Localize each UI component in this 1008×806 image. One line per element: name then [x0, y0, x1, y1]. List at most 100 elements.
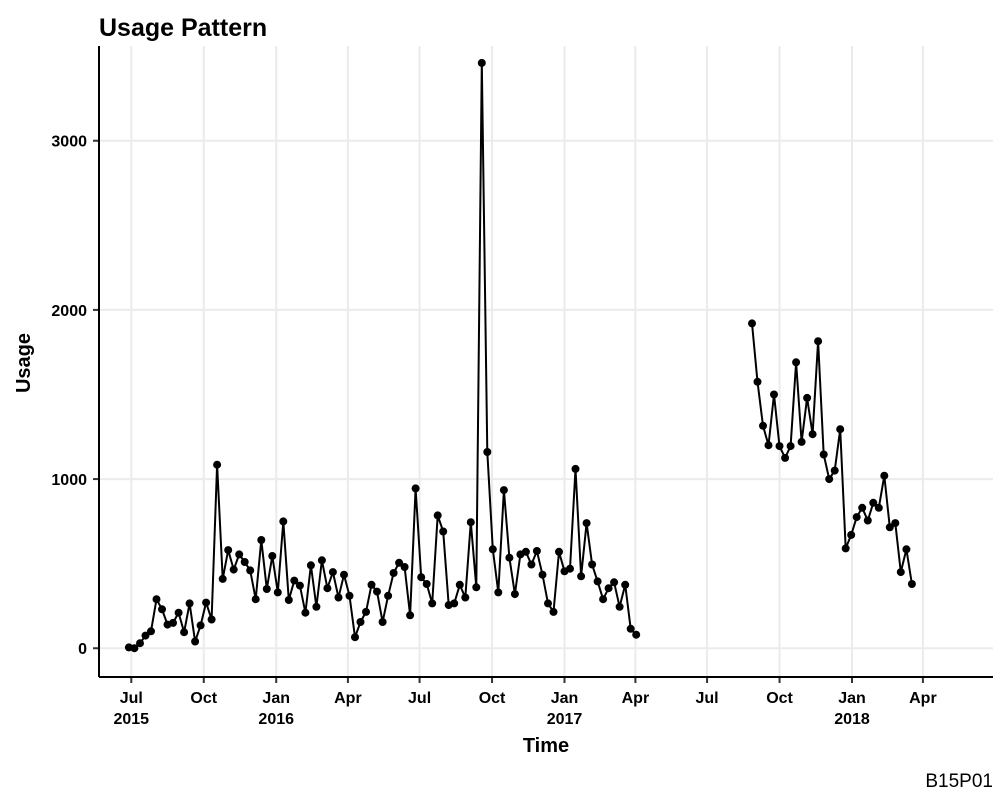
data-point — [764, 441, 773, 450]
data-point — [621, 580, 630, 589]
data-point — [748, 319, 756, 328]
data-point — [885, 523, 894, 532]
data-point — [505, 553, 514, 562]
data-point — [770, 390, 778, 399]
data-point — [874, 503, 883, 512]
data-point — [825, 475, 834, 484]
data-point — [378, 618, 387, 626]
data-point — [814, 337, 823, 346]
data-point — [301, 608, 310, 617]
data-point — [632, 630, 641, 639]
data-point — [544, 599, 552, 608]
data-point — [433, 511, 442, 520]
data-point — [422, 580, 431, 588]
data-point — [246, 566, 255, 575]
data-point — [610, 578, 619, 587]
data-point — [593, 577, 602, 586]
data-points — [124, 58, 916, 653]
data-point — [571, 464, 580, 473]
data-point — [174, 608, 183, 617]
y-tick-label: 3000 — [51, 134, 87, 151]
y-tick-label: 1000 — [51, 472, 87, 489]
data-point — [759, 421, 767, 430]
data-point — [273, 588, 282, 597]
x-tick-label: Apr — [334, 690, 362, 707]
data-point — [902, 545, 911, 554]
data-point — [279, 517, 288, 526]
data-point — [891, 519, 900, 528]
data-point — [213, 460, 222, 469]
data-point — [224, 546, 233, 555]
data-point — [152, 595, 161, 604]
data-point — [858, 503, 867, 512]
data-point — [830, 466, 839, 475]
data-point — [466, 518, 475, 527]
data-point — [907, 580, 916, 588]
data-point — [527, 560, 536, 569]
data-point — [428, 599, 437, 608]
data-point — [312, 602, 321, 611]
data-point — [786, 442, 795, 451]
y-tick-label: 0 — [78, 641, 87, 658]
x-tick-label: Jan — [838, 690, 866, 707]
data-point — [317, 556, 326, 565]
data-point — [185, 599, 194, 608]
data-point — [797, 437, 806, 446]
data-point — [494, 588, 503, 597]
x-tick-label: Oct — [766, 690, 793, 707]
data-point — [836, 425, 845, 434]
data-point — [191, 637, 200, 646]
data-point — [803, 393, 812, 402]
data-point — [781, 453, 790, 462]
data-point — [615, 602, 624, 611]
data-point — [808, 430, 817, 439]
data-point — [896, 568, 905, 577]
data-point — [400, 563, 409, 571]
data-point — [240, 558, 249, 566]
data-point — [251, 595, 260, 604]
data-point — [323, 584, 332, 593]
data-point — [450, 599, 459, 608]
data-point — [880, 471, 889, 480]
x-tick-label: Jul — [120, 690, 143, 707]
chart-title: Usage Pattern — [99, 14, 267, 42]
data-point — [626, 624, 635, 633]
data-point — [180, 628, 189, 637]
data-point — [262, 585, 271, 593]
x-tick-year-label: 2016 — [258, 711, 294, 728]
data-point — [488, 545, 497, 554]
data-point — [847, 530, 856, 539]
data-point — [229, 565, 238, 574]
data-point — [389, 569, 398, 577]
data-point — [351, 633, 359, 642]
data-point — [257, 536, 266, 544]
data-point — [362, 607, 370, 616]
data-point — [472, 583, 481, 592]
data-point — [373, 587, 381, 596]
series-line-segment — [751, 323, 913, 585]
data-point — [841, 544, 850, 553]
data-point — [604, 584, 613, 593]
x-tick-label: Apr — [909, 690, 937, 707]
data-point — [284, 596, 293, 604]
data-point — [367, 580, 376, 589]
data-point — [334, 593, 343, 602]
data-point — [461, 593, 470, 602]
y-axis-title: Usage — [13, 333, 35, 393]
x-tick-label: Apr — [622, 690, 650, 707]
data-point — [147, 627, 155, 636]
data-point — [819, 450, 828, 459]
data-point — [582, 519, 591, 528]
data-point — [345, 591, 354, 600]
data-point — [863, 516, 872, 525]
data-point — [196, 621, 205, 630]
data-point — [521, 547, 530, 556]
data-point — [202, 598, 211, 607]
x-tick-label: Jul — [408, 690, 431, 707]
axes — [93, 46, 993, 683]
data-point — [218, 574, 227, 583]
data-point — [588, 560, 597, 569]
x-tick-year-label: 2015 — [113, 711, 149, 728]
x-tick-label: Oct — [479, 690, 506, 707]
